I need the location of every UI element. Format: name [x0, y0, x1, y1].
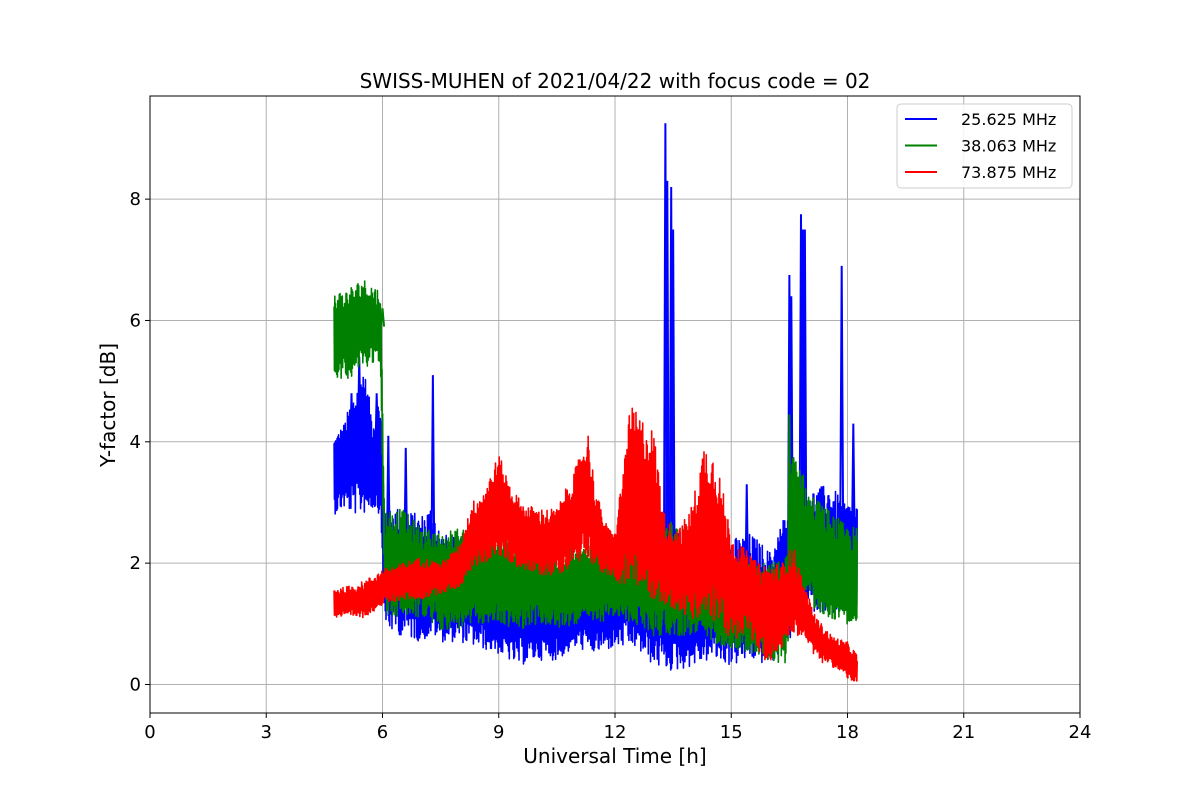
- series-spike: [664, 180, 670, 600]
- y-tick-label: 8: [130, 189, 141, 210]
- series-spike: [379, 308, 386, 327]
- x-tick-label: 0: [144, 722, 155, 743]
- series-spike: [839, 265, 845, 548]
- x-tick-label: 18: [836, 722, 859, 743]
- series-spike: [374, 393, 380, 464]
- legend: 25.625 MHz 38.063 MHz 73.875 MHz: [896, 103, 1073, 189]
- chart-title: SWISS-MUHEN of 2021/04/22 with focus cod…: [360, 69, 871, 93]
- x-tick-label: 9: [493, 722, 504, 743]
- y-tick-label: 6: [130, 310, 141, 331]
- x-axis-label: Universal Time [h]: [523, 744, 706, 768]
- x-tick-label: 12: [604, 722, 627, 743]
- y-axis-label: Y-factor [dB]: [96, 343, 120, 468]
- series-73-875-mhz: [333, 407, 858, 682]
- legend-box: [896, 103, 1073, 189]
- series-spike: [802, 229, 808, 573]
- series-spike: [670, 229, 676, 600]
- legend-label: 73.875 MHz: [961, 163, 1056, 182]
- y-tick-label: 0: [130, 674, 141, 695]
- x-tick-label: 3: [261, 722, 272, 743]
- series-spike: [430, 375, 436, 579]
- series-trace: [333, 407, 858, 682]
- x-tick-label: 21: [952, 722, 975, 743]
- legend-label: 25.625 MHz: [961, 110, 1056, 129]
- series-spike: [850, 423, 856, 561]
- y-tick-label: 2: [130, 553, 141, 574]
- plot-series: [333, 123, 858, 682]
- x-tick-label: 15: [720, 722, 743, 743]
- series-spike: [786, 414, 792, 612]
- series-spike: [794, 484, 800, 518]
- y-tick-label: 4: [130, 432, 141, 453]
- series-spike: [348, 393, 355, 467]
- x-tick-label: 6: [377, 722, 388, 743]
- x-tick-label: 24: [1069, 722, 1092, 743]
- legend-label: 38.063 MHz: [961, 137, 1056, 156]
